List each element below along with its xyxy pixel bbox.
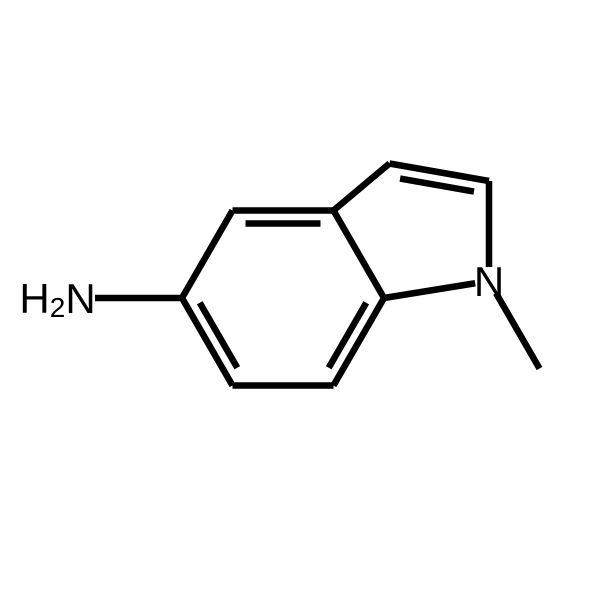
- molecule-diagram: NH2N: [0, 0, 600, 600]
- atom-label-N9: N: [474, 258, 504, 305]
